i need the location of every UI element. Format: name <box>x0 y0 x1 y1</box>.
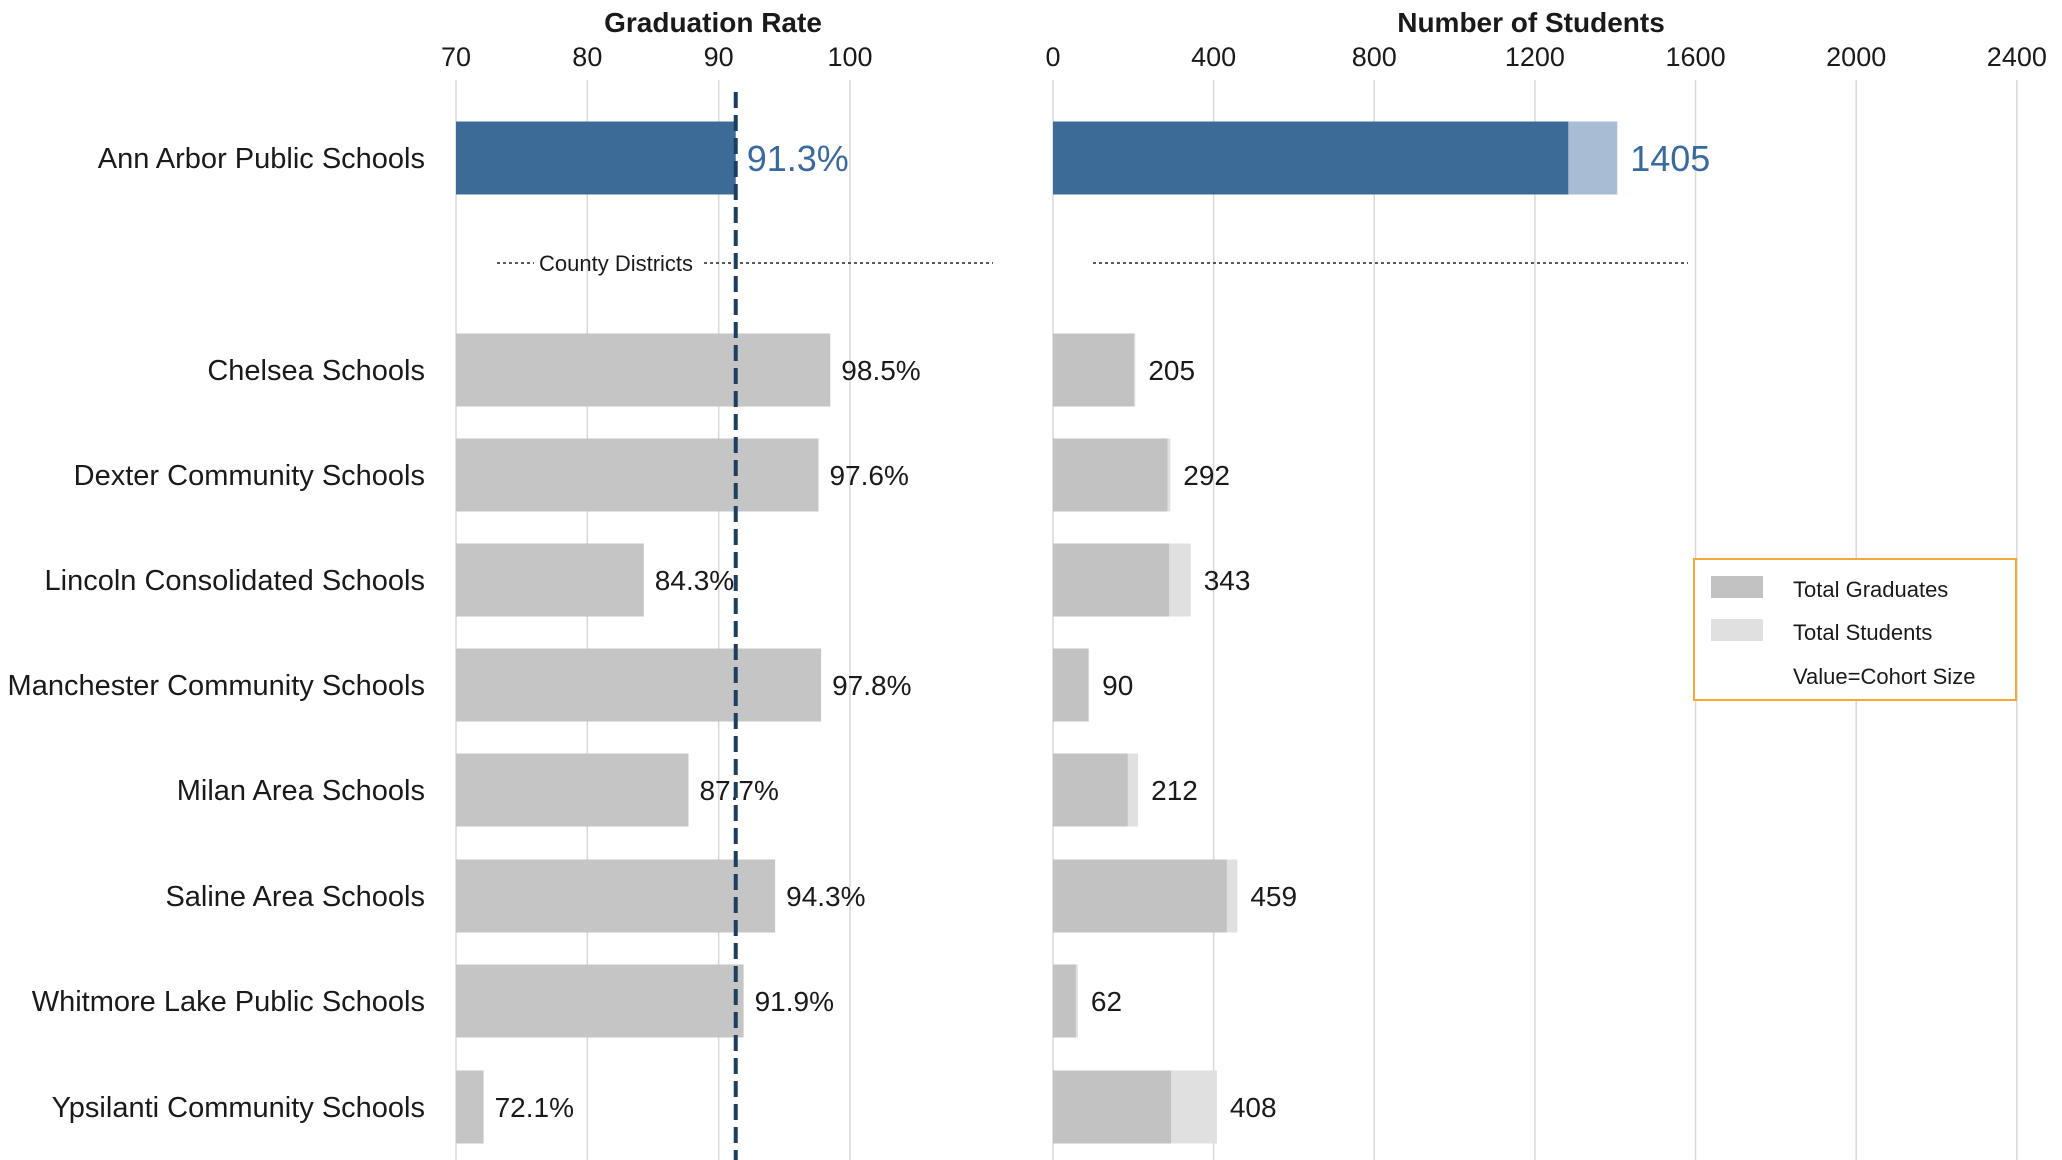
legend-label-total-graduates: Total Graduates <box>1793 577 1948 602</box>
rate-bar-chelsea-schools <box>456 333 831 407</box>
tick-label-rate-80: 80 <box>572 42 602 72</box>
row-label-chelsea-schools: Chelsea Schools <box>207 355 425 387</box>
students-label-dexter-community-schools: 292 <box>1183 460 1230 491</box>
row-label-lincoln-consolidated-schools: Lincoln Consolidated Schools <box>45 565 425 597</box>
rate-bar-whitmore-lake-public-schools <box>456 964 744 1038</box>
rate-label-dexter-community-schools: 97.6% <box>829 460 908 491</box>
tick-label-students-2000: 2000 <box>1826 42 1886 72</box>
tick-label-students-1200: 1200 <box>1505 42 1565 72</box>
rate-bar-manchester-community-schools <box>456 648 822 722</box>
rate-label-whitmore-lake-public-schools: 91.9% <box>755 986 834 1017</box>
graduates-bar-manchester-community-schools <box>1053 648 1089 722</box>
students-label-ann-arbor-public-schools: 1405 <box>1630 138 1710 179</box>
rate-bar-lincoln-consolidated-schools <box>456 543 644 617</box>
axis-title-number-of-students: Number of Students <box>1397 7 1665 38</box>
axis-title-graduation-rate: Graduation Rate <box>604 7 822 38</box>
rate-bar-ypsilanti-community-schools <box>456 1070 484 1144</box>
row-label-dexter-community-schools: Dexter Community Schools <box>74 460 425 492</box>
legend-label-total-students: Total Students <box>1793 620 1932 645</box>
students-label-chelsea-schools: 205 <box>1148 355 1195 386</box>
students-label-manchester-community-schools: 90 <box>1102 670 1133 701</box>
graduates-bar-chelsea-schools <box>1053 333 1135 407</box>
row-label-ann-arbor-public-schools: Ann Arbor Public Schools <box>98 143 425 175</box>
graduates-bar-milan-area-schools <box>1053 753 1128 827</box>
students-label-whitmore-lake-public-schools: 62 <box>1091 986 1122 1017</box>
separator-label: County Districts <box>539 251 693 276</box>
tick-label-students-1600: 1600 <box>1666 42 1726 72</box>
rate-bar-dexter-community-schools <box>456 438 819 512</box>
tick-label-rate-90: 90 <box>704 42 734 72</box>
rate-label-ann-arbor-public-schools: 91.3% <box>747 138 849 179</box>
students-label-lincoln-consolidated-schools: 343 <box>1204 565 1251 596</box>
graduates-bar-whitmore-lake-public-schools <box>1053 964 1076 1038</box>
row-label-saline-area-schools: Saline Area Schools <box>165 881 425 913</box>
students-label-milan-area-schools: 212 <box>1151 775 1198 806</box>
rate-bar-saline-area-schools <box>456 859 776 933</box>
rate-label-lincoln-consolidated-schools: 84.3% <box>655 565 734 596</box>
rate-bar-milan-area-schools <box>456 753 689 827</box>
graduates-bar-lincoln-consolidated-schools <box>1053 543 1170 617</box>
rate-label-manchester-community-schools: 97.8% <box>832 670 911 701</box>
rate-bar-ann-arbor-public-schools <box>456 121 736 195</box>
legend-swatch-total-graduates <box>1711 576 1763 598</box>
tick-label-students-800: 800 <box>1352 42 1397 72</box>
tick-label-rate-100: 100 <box>827 42 872 72</box>
students-label-ypsilanti-community-schools: 408 <box>1230 1092 1277 1123</box>
tick-label-students-2400: 2400 <box>1987 42 2047 72</box>
rate-label-milan-area-schools: 87.7% <box>699 775 778 806</box>
rate-label-saline-area-schools: 94.3% <box>786 881 865 912</box>
legend-note: Value=Cohort Size <box>1793 664 1975 689</box>
graduates-bar-ypsilanti-community-schools <box>1053 1070 1172 1144</box>
tick-label-students-0: 0 <box>1045 42 1060 72</box>
graduates-bar-dexter-community-schools <box>1053 438 1168 512</box>
tick-label-rate-70: 70 <box>441 42 471 72</box>
row-label-whitmore-lake-public-schools: Whitmore Lake Public Schools <box>32 986 425 1018</box>
students-label-saline-area-schools: 459 <box>1250 881 1297 912</box>
row-label-ypsilanti-community-schools: Ypsilanti Community Schools <box>52 1092 425 1124</box>
graduates-bar-saline-area-schools <box>1053 859 1227 933</box>
row-label-manchester-community-schools: Manchester Community Schools <box>8 670 425 702</box>
tick-label-students-400: 400 <box>1191 42 1236 72</box>
legend-swatch-total-students <box>1711 619 1763 641</box>
rate-label-ypsilanti-community-schools: 72.1% <box>495 1092 574 1123</box>
row-label-milan-area-schools: Milan Area Schools <box>177 775 425 807</box>
graduates-bar-ann-arbor-public-schools <box>1053 121 1569 195</box>
rate-label-chelsea-schools: 98.5% <box>841 355 920 386</box>
